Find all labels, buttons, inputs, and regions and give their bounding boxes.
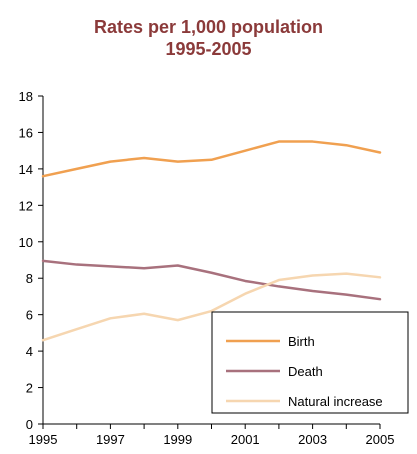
x-tick-label: 1997 — [96, 432, 125, 447]
y-tick-label: 12 — [19, 198, 33, 213]
x-tick-label: 1995 — [29, 432, 58, 447]
x-tick-label: 2005 — [366, 432, 395, 447]
series-line-natural-increase — [41, 272, 382, 342]
chart-title-block: Rates per 1,000 population 1995-2005 — [0, 16, 417, 60]
y-tick-label: 18 — [19, 89, 33, 104]
y-tick-label: 16 — [19, 125, 33, 140]
series-line-birth — [41, 140, 382, 178]
y-tick-label: 2 — [26, 381, 33, 396]
y-tick-label: 14 — [19, 162, 33, 177]
x-tick-label: 2003 — [298, 432, 327, 447]
y-tick-label: 10 — [19, 235, 33, 250]
x-tick-label: 2001 — [231, 432, 260, 447]
y-tick-label: 8 — [26, 271, 33, 286]
y-tick-label: 0 — [26, 417, 33, 432]
legend-label: Birth — [288, 334, 315, 349]
legend-label: Natural increase — [288, 394, 383, 409]
chart-title: Rates per 1,000 population — [93, 17, 324, 37]
y-tick-label: 4 — [26, 344, 33, 359]
legend-label: Death — [288, 364, 323, 379]
x-tick-label: 1999 — [163, 432, 192, 447]
series-line-death — [41, 259, 382, 301]
chart-subtitle: 1995-2005 — [165, 39, 252, 59]
legend-box — [211, 311, 409, 414]
y-tick-label: 6 — [26, 308, 33, 323]
